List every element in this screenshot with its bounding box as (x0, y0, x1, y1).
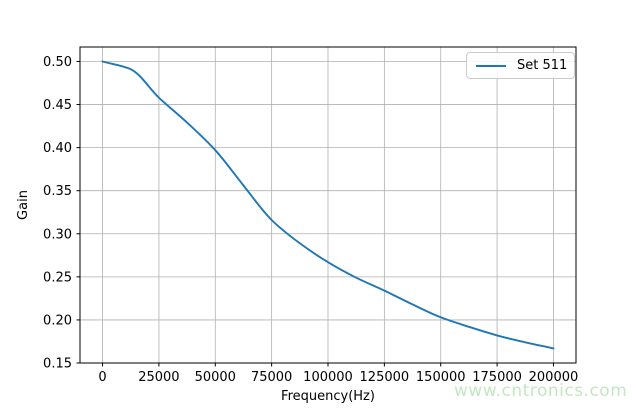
x-axis-label: Frequency(Hz) (281, 389, 375, 404)
y-tick-label: 0.15 (43, 357, 72, 372)
y-tick-label: 0.25 (43, 270, 72, 285)
legend-line-swatch (476, 64, 506, 67)
y-tick-label: 0.30 (43, 227, 72, 242)
y-tick-label: 0.20 (43, 313, 72, 328)
x-tick-label: 100000 (303, 370, 353, 385)
y-axis-label: Gain (16, 190, 31, 220)
x-tick-label: 125000 (360, 370, 410, 385)
axis-tick-labels: 0 25000 50000 75000 100000 125000 150000 175000… (43, 55, 578, 385)
legend-label: Set 511 (517, 58, 568, 73)
x-tick-label: 200000 (529, 370, 579, 385)
watermark: www.cntronics.com (454, 381, 628, 401)
x-tick-label: 25000 (138, 370, 179, 385)
x-tick-label: 175000 (472, 370, 522, 385)
x-tick-label: 50000 (195, 370, 236, 385)
x-tick-label: 150000 (416, 370, 466, 385)
axis-ticks (76, 60, 554, 367)
x-tick-label: 75000 (251, 370, 292, 385)
y-tick-label: 0.35 (43, 184, 72, 199)
y-tick-label: 0.40 (43, 141, 72, 156)
y-tick-label: 0.45 (43, 98, 72, 113)
grid-lines (80, 47, 576, 364)
series-line-set-511 (101, 60, 555, 350)
legend: Set 511 (466, 52, 575, 79)
y-tick-label: 0.50 (43, 55, 72, 70)
x-tick-label: 0 (98, 370, 106, 385)
